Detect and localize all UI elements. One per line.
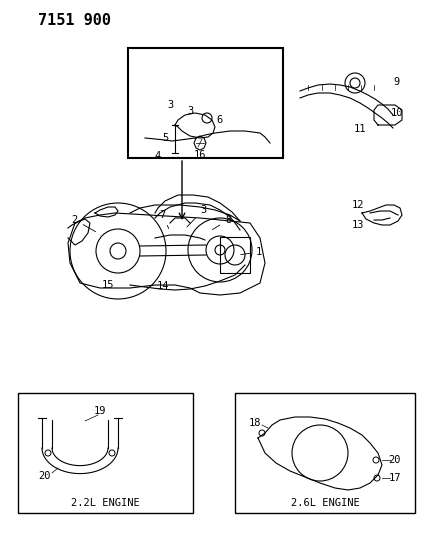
Text: 9: 9 (394, 77, 400, 87)
Text: 7151 900: 7151 900 (38, 13, 111, 28)
Text: 16: 16 (194, 150, 206, 160)
Bar (128, 48, 283, 158)
Text: 4: 4 (155, 151, 161, 161)
Text: 15: 15 (102, 280, 114, 290)
Text: 20: 20 (389, 455, 401, 465)
Text: 2.6L ENGINE: 2.6L ENGINE (291, 498, 360, 508)
Text: 12: 12 (352, 200, 364, 210)
Text: 10: 10 (391, 108, 403, 118)
Text: 3: 3 (187, 205, 206, 227)
Bar (18, 393, 193, 513)
Text: 2: 2 (72, 215, 95, 232)
Bar (220, 237, 250, 273)
Text: 18: 18 (249, 418, 261, 428)
Text: 2.2L ENGINE: 2.2L ENGINE (71, 498, 140, 508)
Text: 3: 3 (187, 106, 193, 116)
Text: 8: 8 (212, 215, 231, 230)
Text: 11: 11 (354, 124, 366, 134)
Text: 14: 14 (157, 281, 169, 291)
Text: 3: 3 (167, 100, 173, 110)
Text: 6: 6 (217, 115, 223, 125)
Text: 7: 7 (159, 210, 169, 229)
Text: 17: 17 (389, 473, 401, 483)
Text: 1: 1 (241, 247, 262, 257)
Text: 20: 20 (39, 471, 51, 481)
Text: 5: 5 (162, 133, 168, 143)
Bar (235, 393, 415, 513)
Text: 13: 13 (352, 220, 364, 230)
Text: 19: 19 (94, 406, 106, 416)
